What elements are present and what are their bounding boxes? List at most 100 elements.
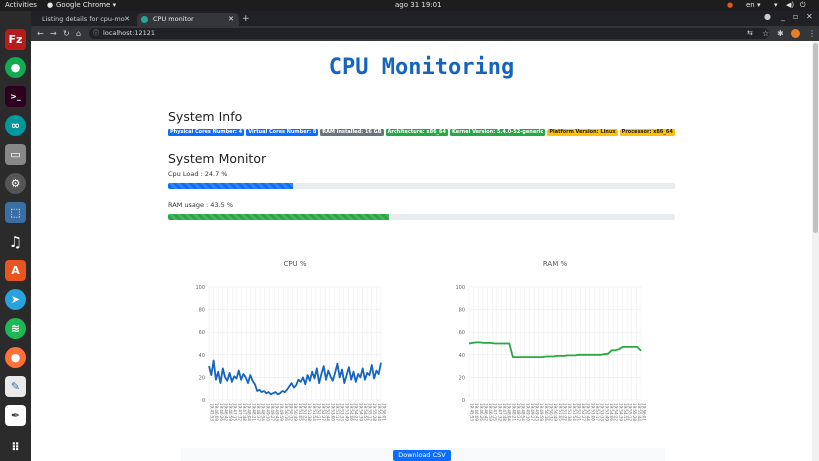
favicon-icon bbox=[141, 16, 148, 23]
x-tick-label: 19:47:15 bbox=[493, 403, 498, 421]
tab-label: CPU monitor bbox=[153, 15, 194, 23]
series-line bbox=[468, 341, 642, 358]
power-icon[interactable]: ⏻ bbox=[800, 1, 806, 9]
reload-icon[interactable]: ↻ bbox=[63, 29, 70, 38]
network-icon[interactable]: ▾ bbox=[774, 1, 778, 9]
url-text: localhost:12121 bbox=[103, 29, 156, 37]
files-icon[interactable]: ▭ bbox=[5, 144, 26, 165]
menu-kebab-icon[interactable]: ⋮ bbox=[808, 29, 816, 38]
x-tick-label: 19:54:06 bbox=[349, 403, 354, 421]
ram-usage-label: RAM usage : 43.5 % bbox=[168, 201, 234, 209]
y-tick-label: 40 bbox=[199, 353, 205, 359]
show-apps-icon[interactable]: ⠿ bbox=[11, 441, 20, 454]
x-tick-label: 19:45:53 bbox=[470, 403, 475, 421]
x-tick-label: 19:46:09 bbox=[214, 403, 219, 421]
x-tick-label: 19:51:05 bbox=[558, 403, 563, 421]
app-menu[interactable]: Google Chrome ▾ bbox=[56, 1, 117, 9]
address-bar[interactable]: ⓘ localhost:12121 bbox=[89, 28, 769, 39]
x-tick-label: 19:55:12 bbox=[368, 403, 373, 421]
forward-icon[interactable]: → bbox=[50, 29, 57, 38]
tab-label: Listing details for cpu-mo bbox=[42, 15, 125, 23]
scrollbar-thumb[interactable] bbox=[813, 43, 818, 233]
info-badge: Kernel Version: 5.4.0-52-generic bbox=[450, 129, 546, 136]
maximize-icon[interactable]: ▫ bbox=[793, 12, 799, 21]
x-tick-label: 19:49:10 bbox=[265, 403, 270, 421]
filezilla-icon[interactable]: Fz bbox=[5, 29, 26, 50]
profile-avatar[interactable] bbox=[791, 29, 800, 38]
new-tab-button[interactable]: + bbox=[242, 14, 250, 24]
page-title: CPU Monitoring bbox=[328, 55, 515, 80]
bookmark-star-icon[interactable]: ☆ bbox=[762, 29, 770, 38]
x-tick-label: 19:55:44 bbox=[377, 403, 382, 421]
x-tick-label: 19:52:27 bbox=[581, 403, 586, 421]
text-editor-icon[interactable]: ✎ bbox=[5, 376, 26, 397]
software-center-icon[interactable]: A bbox=[5, 260, 26, 281]
minimize-icon[interactable]: _ bbox=[781, 12, 785, 21]
tab-listing-details[interactable]: Listing details for cpu-mo ✕ bbox=[34, 13, 135, 26]
telegram-icon[interactable]: ➤ bbox=[5, 289, 26, 310]
close-window-icon[interactable]: ✕ bbox=[806, 12, 813, 21]
x-tick-label: 19:51:54 bbox=[572, 403, 577, 421]
x-tick-label: 19:52:11 bbox=[316, 403, 321, 421]
volume-icon[interactable]: ◀) bbox=[786, 1, 795, 9]
terminal-icon[interactable]: >_ bbox=[5, 86, 26, 107]
x-tick-label: 19:54:22 bbox=[354, 403, 359, 421]
x-tick-label: 19:54:55 bbox=[623, 403, 628, 421]
extensions-icon[interactable]: ✱ bbox=[777, 29, 784, 38]
x-tick-label: 19:48:04 bbox=[247, 403, 252, 421]
x-tick-label: 19:50:49 bbox=[293, 403, 298, 421]
tab-search-icon[interactable]: ● bbox=[764, 12, 771, 21]
download-csv-button[interactable]: Download CSV bbox=[393, 450, 451, 461]
page-content: CPU Monitoring System Info Physical Core… bbox=[31, 41, 812, 461]
y-tick-label: 100 bbox=[455, 285, 465, 291]
x-tick-label: 19:48:54 bbox=[261, 403, 266, 421]
cpu-progress-fill bbox=[168, 183, 294, 189]
x-tick-label: 19:46:09 bbox=[474, 403, 479, 421]
y-tick-label: 60 bbox=[199, 330, 205, 336]
language-selector[interactable]: en ▾ bbox=[746, 1, 761, 9]
cpu-progress-bar bbox=[168, 183, 675, 189]
y-tick-label: 60 bbox=[459, 330, 465, 336]
x-tick-label: 19:46:59 bbox=[228, 403, 233, 421]
back-icon[interactable]: ← bbox=[37, 29, 44, 38]
music-icon[interactable]: ♫ bbox=[8, 232, 23, 251]
x-tick-label: 19:54:22 bbox=[614, 403, 619, 421]
close-tab-icon[interactable]: ✕ bbox=[228, 15, 234, 23]
translate-icon[interactable]: ⇆ bbox=[747, 29, 753, 37]
chart-title: RAM % bbox=[543, 260, 568, 268]
x-tick-label: 19:46:26 bbox=[219, 403, 224, 421]
x-tick-label: 19:48:21 bbox=[511, 403, 516, 421]
x-tick-label: 19:50:49 bbox=[553, 403, 558, 421]
inkscape-icon[interactable]: ✒ bbox=[5, 405, 26, 426]
mongodb-compass-icon[interactable]: ● bbox=[5, 57, 26, 78]
x-tick-label: 19:49:27 bbox=[270, 403, 275, 421]
x-tick-label: 19:48:54 bbox=[521, 403, 526, 421]
x-tick-label: 19:47:15 bbox=[233, 403, 238, 421]
home-icon[interactable]: ⌂ bbox=[76, 29, 82, 38]
dock: Fz ● >_ ∞ ▭ ⚙ ⬚ ♫ A ➤ ≋ ● ✎ ✒ ⠿ bbox=[0, 11, 31, 461]
firefox-icon[interactable]: ● bbox=[5, 347, 26, 368]
x-tick-label: 19:46:59 bbox=[488, 403, 493, 421]
page-scrollbar[interactable] bbox=[812, 41, 819, 461]
screenshot-icon[interactable]: ⬚ bbox=[5, 202, 26, 223]
x-tick-label: 19:49:27 bbox=[530, 403, 535, 421]
clock[interactable]: ago 31 19:01 bbox=[395, 1, 442, 9]
x-tick-label: 19:53:49 bbox=[604, 403, 609, 421]
tab-cpu-monitor[interactable]: CPU monitor ✕ bbox=[137, 13, 239, 26]
y-tick-label: 80 bbox=[459, 308, 465, 314]
close-tab-icon[interactable]: ✕ bbox=[124, 15, 130, 23]
x-tick-label: 19:54:55 bbox=[363, 403, 368, 421]
update-indicator-icon[interactable]: ● bbox=[727, 1, 734, 9]
x-tick-label: 19:51:38 bbox=[307, 403, 312, 421]
settings-icon[interactable]: ⚙ bbox=[5, 173, 26, 194]
arduino-icon[interactable]: ∞ bbox=[5, 115, 26, 136]
activities-button[interactable]: Activities bbox=[5, 1, 37, 9]
y-tick-label: 80 bbox=[199, 308, 205, 314]
ram-chart: RAM % 0 20 40 60 80 100 19:45:53 19:46:09 19:46:2… bbox=[455, 260, 646, 421]
y-tick-label: 20 bbox=[459, 375, 465, 381]
x-tick-label: 19:53:49 bbox=[344, 403, 349, 421]
y-tick-label: 0 bbox=[202, 398, 205, 404]
info-icon[interactable]: ⓘ bbox=[93, 30, 100, 37]
spotify-icon[interactable]: ≋ bbox=[5, 318, 26, 339]
x-tick-label: 19:55:28 bbox=[632, 403, 637, 421]
